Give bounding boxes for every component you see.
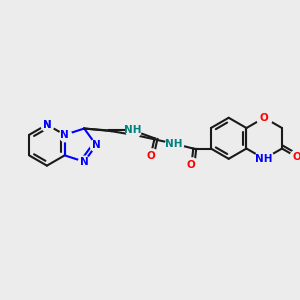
Text: NH: NH	[165, 139, 182, 148]
Text: O: O	[146, 151, 155, 161]
Text: N: N	[80, 157, 88, 167]
Text: N: N	[43, 120, 51, 130]
Text: N: N	[92, 140, 100, 150]
Text: O: O	[187, 160, 196, 170]
Text: NH: NH	[124, 125, 142, 136]
Text: O: O	[293, 152, 300, 162]
Text: NH: NH	[256, 154, 273, 164]
Text: N: N	[43, 120, 51, 130]
Text: O: O	[260, 113, 268, 123]
Text: N: N	[60, 130, 69, 140]
